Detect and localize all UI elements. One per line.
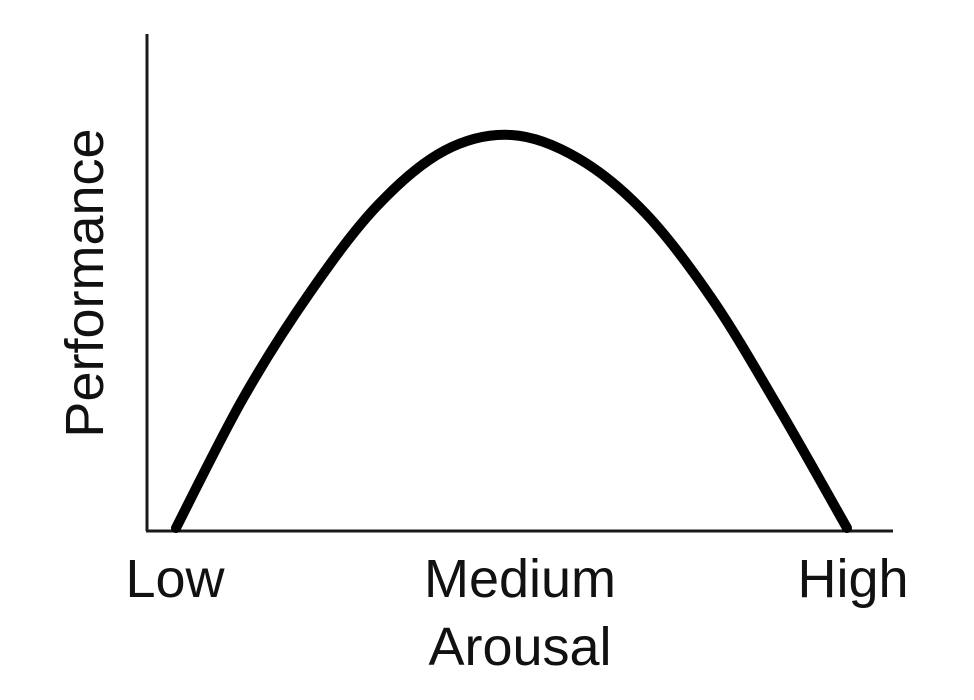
x-tick-label-high: High: [797, 549, 908, 609]
x-tick-label-medium: Medium: [424, 549, 616, 609]
x-tick-label-low: Low: [125, 549, 225, 609]
y-axis-title: Performance: [55, 128, 115, 437]
series-line: [171, 129, 852, 533]
x-axis-title: Arousal: [428, 617, 611, 677]
